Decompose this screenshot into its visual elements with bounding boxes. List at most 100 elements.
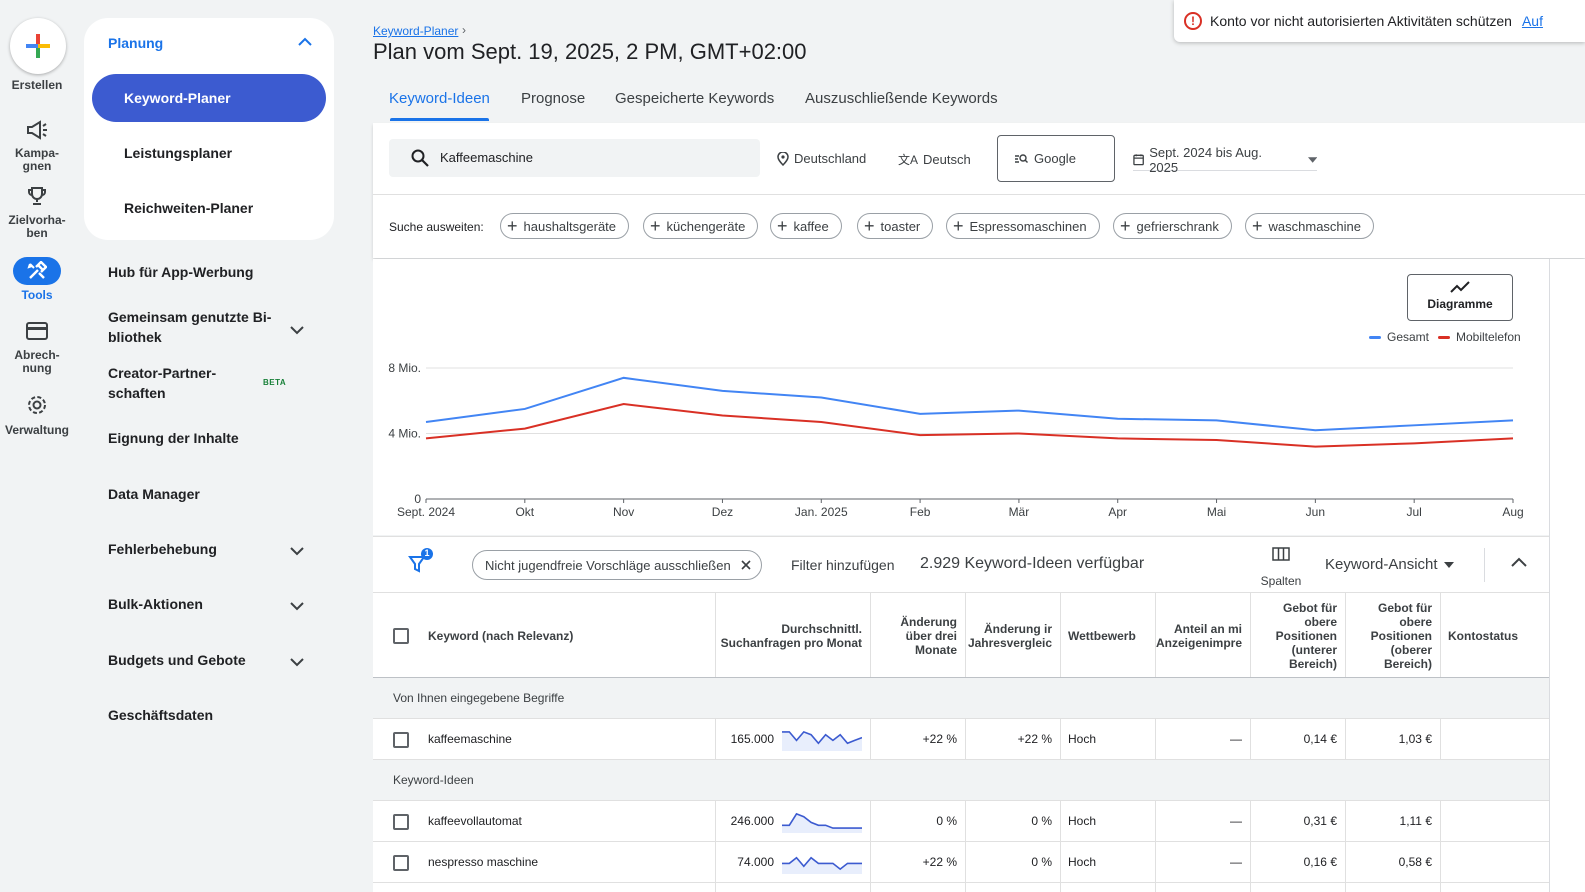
location-selector[interactable]: Deutschland	[777, 151, 866, 166]
collapse-button[interactable]	[1511, 554, 1527, 572]
broaden-chip[interactable]: + Espressomaschinen	[946, 213, 1100, 239]
keyword-cell[interactable]: nespresso maschine	[428, 855, 539, 869]
billing-nav[interactable]	[0, 322, 74, 340]
row-checkbox[interactable]	[393, 732, 409, 748]
filter-chip-label: Nicht jugendfreie Vorschläge ausschließe…	[485, 557, 731, 573]
bid-low-cell: 0,14 €	[1303, 732, 1337, 746]
broaden-chip[interactable]: + küchengeräte	[643, 213, 759, 239]
left-rail: Erstellen Kampa- gnen Zielvorha- ben Too…	[0, 0, 74, 892]
close-icon[interactable]	[741, 560, 751, 570]
nav-item-performance-planner[interactable]: Leistungsplaner	[124, 145, 233, 161]
tab-negative-keywords[interactable]: Auszuschließende Keywords	[805, 90, 998, 107]
planning-section-title[interactable]: Planung	[108, 35, 164, 51]
search-volume-chart: 0 4 Mio. 8 Mio. Sept. 2024 Okt Nov Dez Jan. 202…	[388, 361, 1523, 519]
broaden-chip[interactable]: + waschmaschine	[1245, 213, 1375, 239]
calendar-icon	[1133, 154, 1144, 166]
chevron-down-icon[interactable]	[290, 543, 304, 561]
chevron-up-icon[interactable]	[298, 34, 312, 52]
series-line-mobiltelefon[interactable]	[425, 403, 1514, 448]
keyword-cell[interactable]: kaffeemaschine	[428, 732, 512, 746]
goals-nav[interactable]	[0, 186, 74, 206]
x-tick-label: Jul	[1407, 505, 1422, 519]
plus-icon: +	[953, 216, 964, 236]
bid-high-cell: 0,58 €	[1398, 855, 1432, 869]
create-button[interactable]	[10, 18, 66, 74]
columns-button[interactable]: Spalten	[1257, 547, 1305, 588]
chevron-down-icon[interactable]	[290, 654, 304, 672]
nav-item-bulk-actions[interactable]: Bulk-Aktionen	[108, 596, 203, 612]
date-range-selector[interactable]: Sept. 2024 bis Aug. 2025	[1133, 145, 1317, 175]
dropdown-arrow-icon	[1443, 561, 1454, 568]
col-header-keyword[interactable]: Keyword (nach Relevanz)	[428, 629, 574, 643]
group-row-entered: Von Ihnen eingegebene Begriffe	[373, 678, 1549, 719]
row-checkbox[interactable]	[393, 855, 409, 871]
nav-item-content-suitability[interactable]: Eignung der Inhalte	[108, 430, 239, 446]
column-divider	[1060, 592, 1061, 892]
chip-label: haushaltsgeräte	[523, 218, 617, 234]
broaden-search-label: Suche ausweiten:	[389, 220, 484, 234]
three-month-change-cell: +22 %	[922, 855, 957, 869]
alert-text: Konto vor nicht autorisierten Aktivitäte…	[1210, 13, 1512, 29]
nav-item-troubleshooting[interactable]: Fehlerbehebung	[108, 541, 217, 557]
date-range-label: Sept. 2024 bis Aug. 2025	[1149, 144, 1262, 175]
search-input[interactable]: Kaffeemaschine	[389, 139, 760, 177]
divider	[373, 194, 1585, 195]
nav-item-app-hub[interactable]: Hub für App-Werbung	[108, 264, 254, 280]
col-header-impression-share[interactable]: Anteil an mi Anzeigenimpre	[1155, 622, 1242, 650]
nav-item-creator-partnerships[interactable]: Creator-Partner- schaften	[108, 365, 217, 401]
nav-item-business-data[interactable]: Geschäftsdaten	[108, 707, 214, 723]
col-header-avg-searches[interactable]: Durchschnittl. Suchanfragen pro Monat	[720, 622, 862, 650]
x-tick-label: Nov	[613, 505, 634, 519]
row-checkbox[interactable]	[393, 814, 409, 830]
broaden-chip[interactable]: + haushaltsgeräte	[500, 213, 630, 239]
chevron-down-icon[interactable]	[290, 322, 304, 340]
admin-nav[interactable]	[0, 394, 74, 416]
y-tick-label: 0	[414, 492, 421, 506]
broaden-chip[interactable]: + kaffee	[770, 213, 842, 239]
tools-label: Tools	[21, 288, 53, 302]
nav-item-reach-planner[interactable]: Reichweiten-Planer	[124, 200, 254, 216]
view-selector[interactable]: Keyword-Ansicht	[1325, 556, 1454, 573]
col-header-account-status[interactable]: Kontostatus	[1448, 629, 1518, 643]
nav-item-shared-library[interactable]: Gemeinsam genutzte Bi- bliothek	[108, 309, 272, 345]
nav-item-budgets-bids[interactable]: Budgets und Gebote	[108, 652, 246, 668]
col-header-yoy-change[interactable]: Änderung ir Jahresvergleic	[967, 622, 1052, 650]
network-selector[interactable]: Google	[997, 135, 1115, 182]
diagram-button[interactable]: Diagramme	[1407, 274, 1513, 321]
series-line-gesamt[interactable]	[425, 376, 1514, 432]
add-filter-button[interactable]: Filter hinzufügen	[791, 557, 895, 573]
breadcrumb-keyword-planner[interactable]: Keyword-Planer	[373, 24, 459, 38]
column-divider	[1345, 592, 1346, 892]
search-icon	[411, 149, 429, 167]
chevron-down-icon[interactable]	[290, 598, 304, 616]
x-tick-label: Jan. 2025	[795, 505, 848, 519]
select-all-checkbox[interactable]	[393, 628, 409, 644]
trending-icon	[1450, 281, 1470, 293]
page-title: Plan vom Sept. 19, 2025, 2 PM, GMT+02:00	[373, 39, 807, 64]
nav-item-keyword-planner[interactable]: Keyword-Planer	[92, 74, 326, 122]
bid-low-cell: 0,31 €	[1303, 814, 1337, 828]
column-divider	[715, 592, 716, 892]
broaden-chip[interactable]: + gefrierschrank	[1113, 213, 1232, 239]
campaigns-nav[interactable]	[0, 120, 74, 140]
broaden-chip[interactable]: + toaster	[857, 213, 934, 239]
tab-saved-keywords[interactable]: Gespeicherte Keywords	[615, 90, 775, 107]
location-label: Deutschland	[794, 151, 867, 166]
col-header-bid-high[interactable]: Gebot für obere Positionen (oberer Berei…	[1370, 601, 1432, 671]
col-header-competition[interactable]: Wettbewerb	[1068, 629, 1136, 643]
plus-icon: +	[507, 216, 518, 236]
nav-item-data-manager[interactable]: Data Manager	[108, 486, 200, 502]
tools-nav[interactable]	[13, 257, 61, 285]
legend-total: Gesamt	[1369, 330, 1429, 344]
alert-link[interactable]: Auf	[1521, 13, 1543, 29]
tab-keyword-ideas[interactable]: Keyword-Ideen	[389, 90, 490, 107]
tab-forecast[interactable]: Prognose	[521, 90, 586, 107]
keyword-cell[interactable]: kaffeevollautomat	[428, 814, 522, 828]
adult-filter-chip[interactable]: Nicht jugendfreie Vorschläge ausschließe…	[472, 550, 762, 580]
filter-button[interactable]: 1	[407, 547, 437, 582]
competition-cell: Hoch	[1068, 814, 1097, 828]
language-selector[interactable]: 文A Deutsch	[898, 151, 971, 168]
plus-icon: +	[1120, 216, 1131, 236]
col-header-bid-low[interactable]: Gebot für obere Positionen (unterer Bere…	[1275, 601, 1337, 671]
col-header-three-month-change[interactable]: Änderung über drei Monate	[900, 615, 957, 657]
